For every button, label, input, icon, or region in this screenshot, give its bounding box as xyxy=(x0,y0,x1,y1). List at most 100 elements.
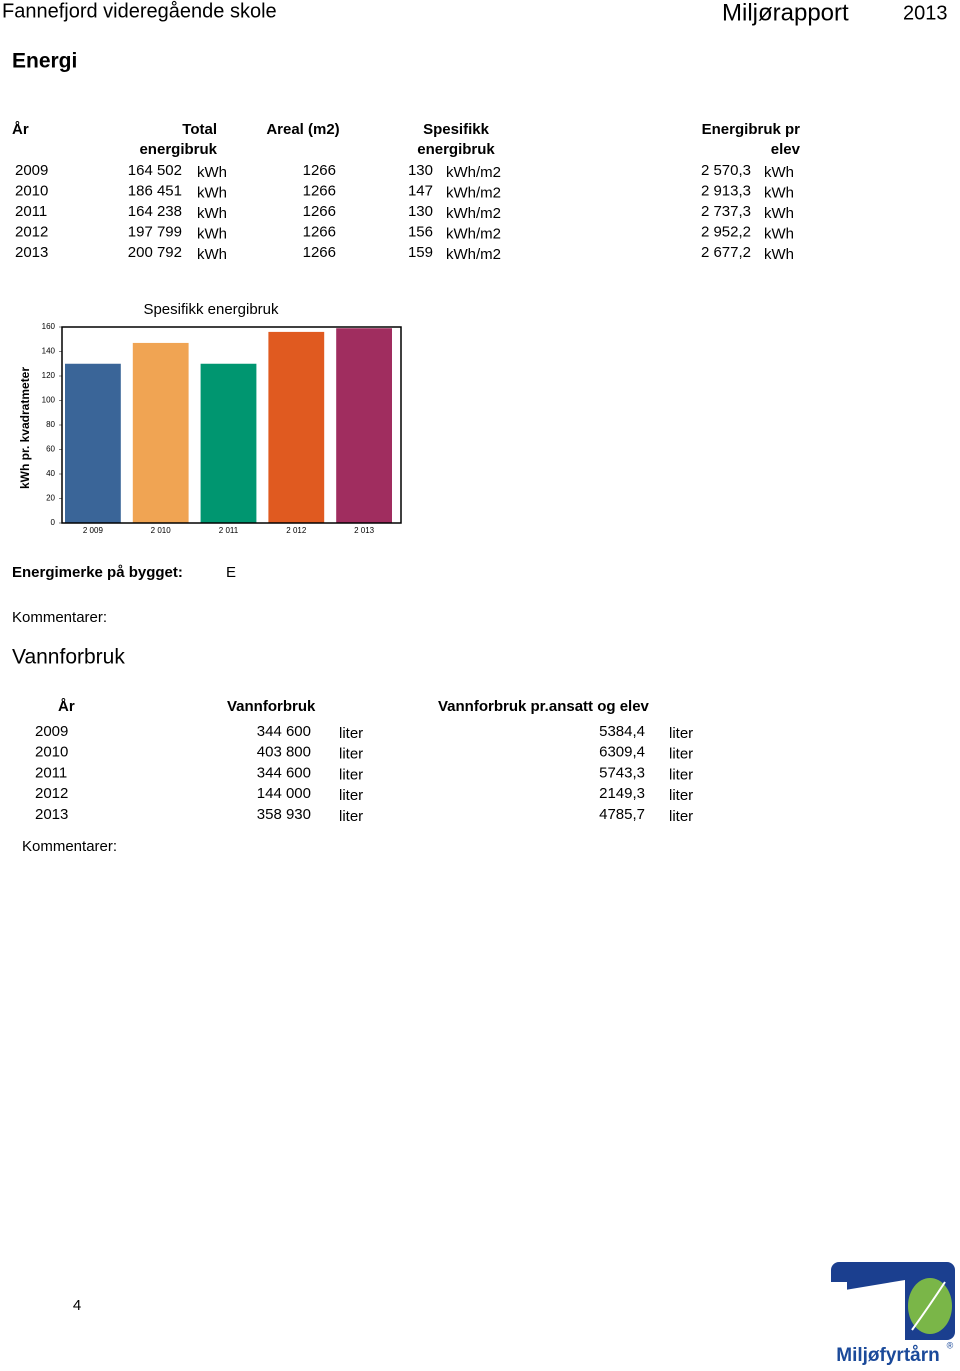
table-header: År xyxy=(12,121,29,138)
x-tick-label: 2 012 xyxy=(286,526,307,535)
table-cell: 1266 xyxy=(303,203,336,220)
table-cell: 144 000 xyxy=(257,785,311,802)
report-title: Miljørapport xyxy=(722,0,849,26)
table-header: elev xyxy=(771,141,801,158)
bar xyxy=(132,342,189,523)
table-cell: liter xyxy=(669,766,693,783)
y-tick-label: 0 xyxy=(51,518,56,527)
table-cell: kWh xyxy=(197,205,227,222)
table-cell: 164 238 xyxy=(128,203,182,220)
table-cell: 130 xyxy=(408,162,433,179)
label: Energimerke på bygget: xyxy=(12,564,183,581)
table-cell: 2 913,3 xyxy=(701,182,751,199)
table-cell: 2013 xyxy=(35,806,68,823)
table-cell: kWh xyxy=(197,246,227,263)
table-header: Vannforbruk xyxy=(227,698,316,715)
y-tick-label: 160 xyxy=(42,322,56,331)
table-cell: liter xyxy=(339,725,363,742)
x-tick-label: 2 011 xyxy=(219,526,239,535)
y-tick-label: 120 xyxy=(42,371,56,380)
table-cell: liter xyxy=(669,787,693,804)
table-cell: kWh/m2 xyxy=(446,225,501,242)
table-cell: 1266 xyxy=(303,162,336,179)
table-cell: kWh xyxy=(764,184,794,201)
comments-label: Kommentarer: xyxy=(22,838,117,855)
table-cell: kWh xyxy=(764,164,794,181)
table-cell: 130 xyxy=(408,203,433,220)
table-header: Total xyxy=(182,121,217,138)
table-cell: 2009 xyxy=(15,162,48,179)
table-cell: liter xyxy=(669,725,693,742)
table-cell: kWh xyxy=(764,205,794,222)
y-tick-label: 80 xyxy=(46,420,55,429)
table-cell: 2012 xyxy=(15,223,48,240)
table-cell: 2 952,2 xyxy=(701,223,751,240)
table-cell: kWh/m2 xyxy=(446,184,501,201)
table-cell: 2009 xyxy=(35,723,68,740)
table-cell: 2 570,3 xyxy=(701,162,751,179)
label-value: E xyxy=(226,564,236,581)
x-tick-label: 2 013 xyxy=(354,526,375,535)
table-cell: 2 737,3 xyxy=(701,203,751,220)
table-cell: 164 502 xyxy=(128,162,182,179)
bar xyxy=(200,363,257,523)
table-cell: 5743,3 xyxy=(599,764,645,781)
table-cell: 147 xyxy=(408,182,433,199)
y-tick-label: 140 xyxy=(42,347,56,356)
table-cell: 159 xyxy=(408,244,433,261)
table-cell: kWh/m2 xyxy=(446,246,501,263)
table-cell: 200 792 xyxy=(128,244,182,261)
table-cell: 344 600 xyxy=(257,723,311,740)
table-cell: 5384,4 xyxy=(599,723,645,740)
table-cell: kWh/m2 xyxy=(446,164,501,181)
table-cell: liter xyxy=(339,787,363,804)
table-cell: 2012 xyxy=(35,785,68,802)
table-header: Areal (m2) xyxy=(266,121,339,138)
table-cell: 2011 xyxy=(15,203,47,220)
table-cell: 2010 xyxy=(35,744,68,761)
y-tick-label: 20 xyxy=(46,494,55,503)
table-cell: liter xyxy=(669,808,693,825)
page-number: 4 xyxy=(73,1297,81,1314)
table-cell: 2149,3 xyxy=(599,785,645,802)
x-tick-label: 2 009 xyxy=(83,526,104,535)
logo-tower xyxy=(831,1282,847,1340)
bar xyxy=(65,363,121,523)
table-cell: 6309,4 xyxy=(599,744,645,761)
table-cell: 2010 xyxy=(15,182,48,199)
table-cell: liter xyxy=(339,766,363,783)
report-year: 2013 xyxy=(903,2,948,24)
table-header: Spesifikk xyxy=(423,121,490,138)
table-cell: 1266 xyxy=(303,244,336,261)
table-cell: 358 930 xyxy=(257,806,311,823)
bar xyxy=(268,331,325,523)
table-cell: 4785,7 xyxy=(599,806,645,823)
section-title: Energi xyxy=(12,50,77,73)
table-cell: kWh xyxy=(197,184,227,201)
y-tick-label: 100 xyxy=(42,396,56,405)
table-cell: kWh xyxy=(197,225,227,242)
bar xyxy=(336,328,392,523)
table-cell: 1266 xyxy=(303,223,336,240)
table-cell: liter xyxy=(339,808,363,825)
table-cell: 1266 xyxy=(303,182,336,199)
table-cell: kWh xyxy=(764,225,794,242)
table-cell: 2011 xyxy=(35,764,67,781)
table-cell: 2 677,2 xyxy=(701,244,751,261)
logo-beam xyxy=(845,1280,905,1340)
plot-frame xyxy=(61,326,402,524)
table-cell: 156 xyxy=(408,223,433,240)
logo-text: Miljøfyrtårn xyxy=(836,1345,939,1366)
table-cell: liter xyxy=(339,746,363,763)
table-cell: kWh xyxy=(764,246,794,263)
y-tick-label: 60 xyxy=(46,445,55,454)
y-axis-label: kWh pr. kvadratmeter xyxy=(18,367,32,489)
comments-label: Kommentarer: xyxy=(12,609,107,626)
table-header: Energibruk pr xyxy=(702,121,801,138)
table-cell: 344 600 xyxy=(257,764,311,781)
table-cell: kWh xyxy=(197,164,227,181)
table-cell: 403 800 xyxy=(257,744,311,761)
section-title: Vannforbruk xyxy=(12,646,125,669)
table-cell: liter xyxy=(669,746,693,763)
table-header: År xyxy=(58,698,75,715)
